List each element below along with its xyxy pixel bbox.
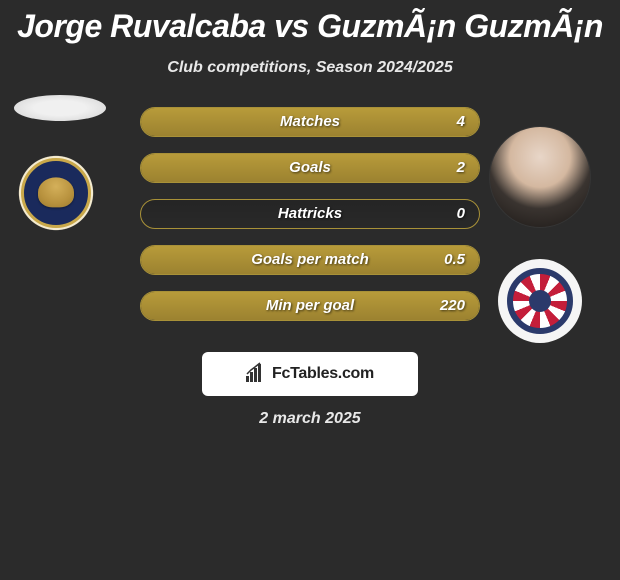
subtitle: Club competitions, Season 2024/2025 <box>0 59 620 77</box>
stat-row: Hattricks0 <box>140 199 480 229</box>
team-badge-left <box>14 151 98 235</box>
stat-row: Matches4 <box>140 107 480 137</box>
player-right-column <box>490 127 590 343</box>
stat-row: Goals2 <box>140 153 480 183</box>
stat-value: 4 <box>457 108 465 136</box>
chart-icon <box>246 362 268 387</box>
watermark-badge: FcTables.com <box>202 352 418 396</box>
player-left-column <box>14 95 106 235</box>
date-text: 2 march 2025 <box>0 410 620 428</box>
player-left-avatar <box>14 95 106 121</box>
stat-row: Min per goal220 <box>140 291 480 321</box>
player-right-avatar <box>490 127 590 227</box>
stat-label: Hattricks <box>141 200 479 228</box>
stat-label: Matches <box>141 108 479 136</box>
stat-value: 220 <box>440 292 465 320</box>
stat-label: Goals <box>141 154 479 182</box>
team-badge-right <box>498 259 582 343</box>
stat-value: 2 <box>457 154 465 182</box>
stat-value: 0.5 <box>444 246 465 274</box>
stat-row: Goals per match0.5 <box>140 245 480 275</box>
stat-value: 0 <box>457 200 465 228</box>
comparison-area: Matches4Goals2Hattricks0Goals per match0… <box>0 107 620 377</box>
stat-label: Goals per match <box>141 246 479 274</box>
stat-rows: Matches4Goals2Hattricks0Goals per match0… <box>140 107 480 337</box>
stat-label: Min per goal <box>141 292 479 320</box>
page-title: Jorge Ruvalcaba vs GuzmÃ¡n GuzmÃ¡n <box>0 0 620 45</box>
watermark-text: FcTables.com <box>272 365 374 383</box>
